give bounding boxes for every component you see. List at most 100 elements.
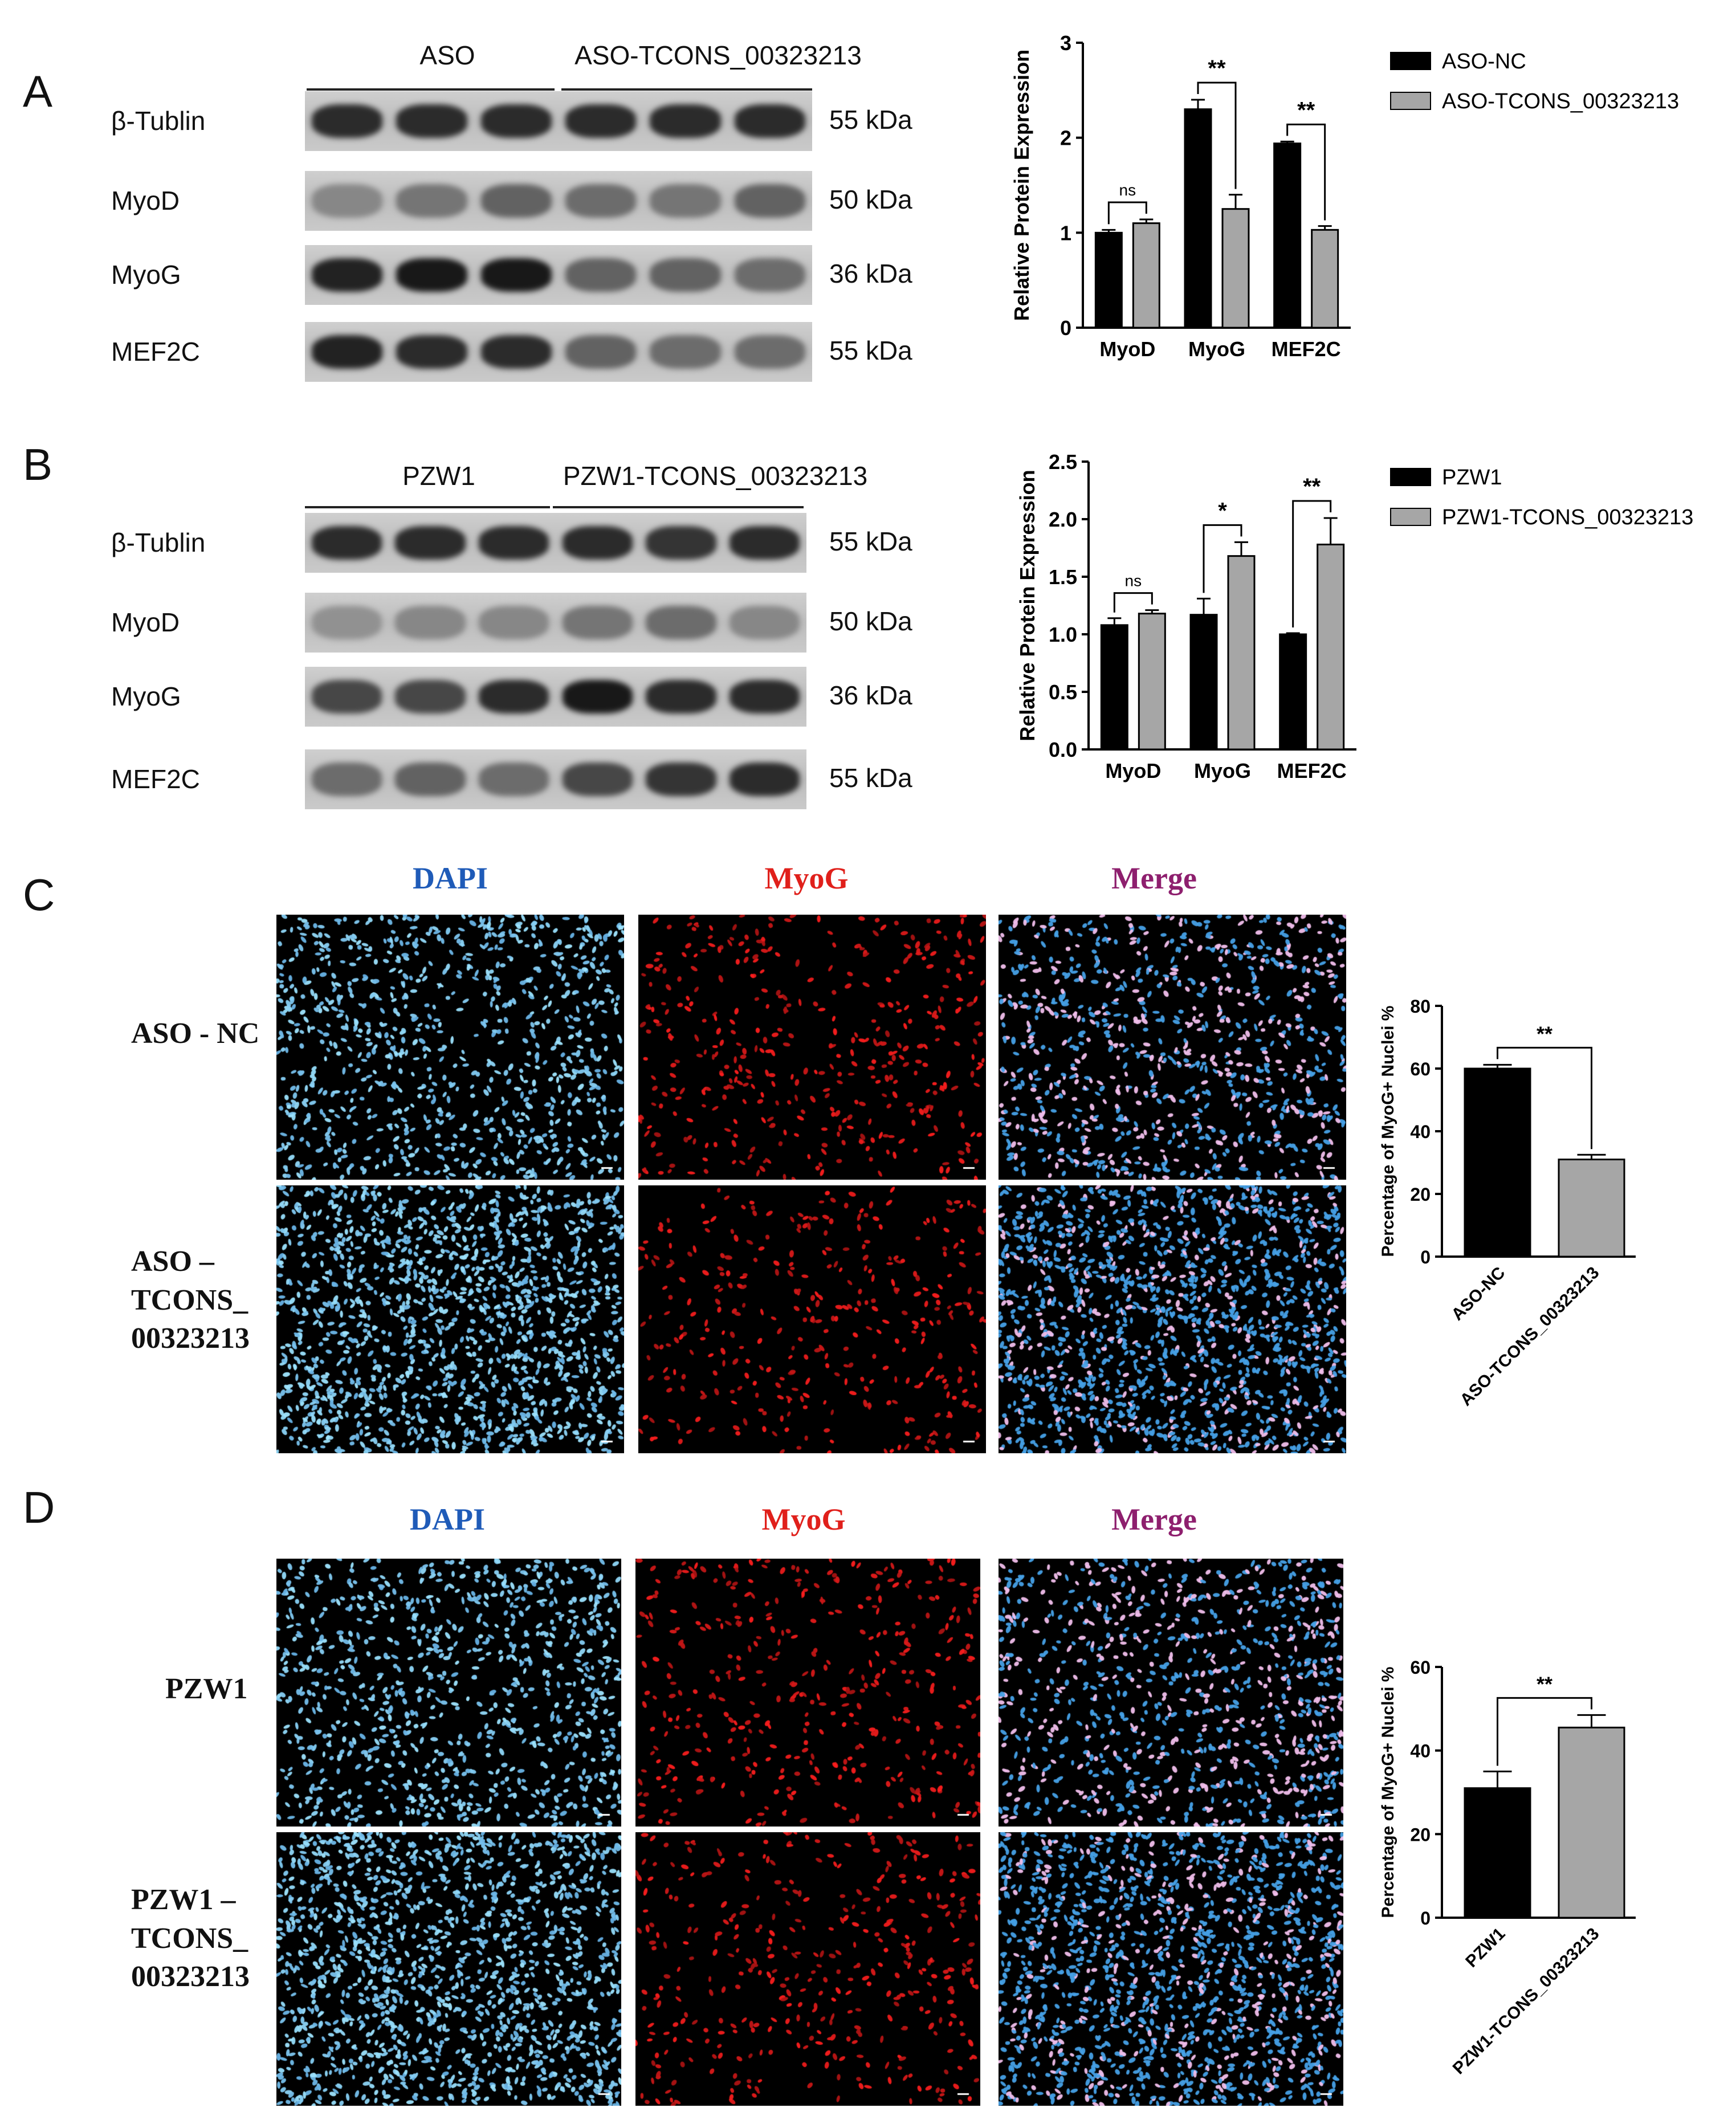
x-tick-label: MEF2C: [1277, 759, 1347, 782]
blot-band: [734, 104, 806, 138]
micrograph-d-pzw1-myog: [635, 1559, 980, 1827]
header-myog: MyoG: [764, 861, 849, 895]
significance-label: *: [1218, 498, 1227, 523]
blot-group-label-aso-tcons: ASO-TCONS_00323213: [574, 40, 862, 70]
header-myog: MyoG: [761, 1502, 846, 1536]
bar: [1094, 231, 1123, 329]
row-label-aso-nc: ASO - NC: [131, 1017, 260, 1050]
blot-band: [395, 526, 466, 560]
blot-band: [562, 680, 633, 714]
y-tick-label: 20: [1410, 1824, 1431, 1845]
micrograph-canvas: [276, 1185, 624, 1453]
micrograph-canvas: [276, 1559, 621, 1827]
blot-band: [734, 258, 806, 292]
blot-strip: [305, 171, 812, 231]
micrograph-d-pzw1-merge: [999, 1559, 1343, 1827]
header-merge: Merge: [1111, 861, 1197, 895]
y-axis-label: Percentage of MyoG+ Nuclei %: [1379, 1006, 1397, 1257]
blot-group-line: [553, 506, 804, 508]
legend-swatch: [1390, 52, 1431, 70]
blot-strip: [305, 91, 812, 151]
bar: [1184, 108, 1212, 329]
header-dapi: DAPI: [413, 861, 488, 895]
micrograph-d-tcons-merge: [999, 1832, 1343, 2106]
y-tick-label: 60: [1410, 1059, 1431, 1079]
legend-swatch: [1390, 508, 1431, 526]
blot-band: [480, 335, 552, 369]
y-tick-label: 80: [1410, 996, 1431, 1017]
blot-band: [734, 184, 806, 218]
blot-band: [480, 258, 552, 292]
y-tick-label: 3: [1060, 31, 1071, 55]
significance-label: ns: [1119, 181, 1136, 199]
x-tick-label: MyoD: [1105, 759, 1161, 782]
row-label-pzw1: PZW1: [165, 1673, 248, 1705]
blot-band: [646, 763, 716, 796]
blot-label: MyoG: [111, 681, 181, 711]
panel-letter-d: D: [23, 1482, 55, 1532]
legend-label: PZW1-TCONS_00323213: [1442, 505, 1693, 529]
bar-chart-b: 0.0 0.5 1.0 1.5 2.0 2.5 Relative Protein Expre…: [1016, 450, 1693, 782]
legend-swatch: [1390, 92, 1431, 110]
micrograph-c-nc-merge: [999, 915, 1346, 1180]
header-dapi: DAPI: [410, 1502, 485, 1536]
blot-group-line: [305, 506, 550, 508]
blot-kda-label: 55 kDa: [829, 335, 912, 365]
blot-band: [311, 104, 383, 138]
blot-band: [311, 184, 383, 218]
x-tick-label: MyoD: [1099, 337, 1155, 361]
micrograph-canvas: [999, 915, 1346, 1180]
bar: [1273, 142, 1302, 329]
bar: [1464, 1067, 1531, 1258]
blot-band: [311, 606, 382, 639]
blot-band: [730, 606, 800, 639]
blot-group-label-aso: ASO: [419, 40, 475, 70]
y-tick-label: 1.0: [1049, 623, 1077, 646]
micrograph-canvas: [635, 1832, 980, 2106]
y-tick-label: 40: [1410, 1122, 1431, 1142]
blot-band: [730, 763, 800, 796]
row-label-aso-tcons: ASO – TCONS_ 00323213: [131, 1245, 250, 1355]
bar-chart-c: 0 20 40 60 80 Percentage of MyoG+ Nuclei % ASO…: [1379, 996, 1636, 1409]
significance-label: **: [1303, 474, 1321, 499]
micrograph-d-pzw1-dapi: [276, 1559, 621, 1827]
legend-label: ASO-NC: [1442, 50, 1526, 74]
micrograph-canvas: [638, 1185, 986, 1453]
x-tick-label: MyoG: [1194, 759, 1251, 782]
blot-band: [646, 606, 716, 639]
blot-strip: [305, 749, 806, 809]
bar: [1279, 633, 1307, 751]
y-tick-label: 2.0: [1049, 508, 1077, 531]
micrograph-d-tcons-dapi: [276, 1832, 621, 2106]
micrograph-d-tcons-myog: [635, 1832, 980, 2106]
y-tick-label: 2: [1060, 127, 1071, 150]
blot-band: [395, 606, 466, 639]
legend-label: PZW1: [1442, 466, 1502, 490]
y-axis-label: Relative Protein Expression: [1016, 470, 1039, 741]
blot-strip: [305, 667, 806, 727]
blot-label: MEF2C: [111, 336, 200, 366]
micrograph-canvas: [276, 915, 624, 1180]
y-tick-label: 2.5: [1049, 450, 1077, 474]
micrograph-canvas: [635, 1559, 980, 1827]
significance-bracket: [1286, 123, 1326, 221]
blot-band: [479, 606, 549, 639]
blot-band: [311, 680, 382, 714]
x-tick-label: ASO-NC: [1448, 1263, 1509, 1324]
micrograph-c-tcons-merge: [999, 1185, 1346, 1453]
blot-band: [565, 104, 637, 138]
x-tick-label: PZW1: [1462, 1925, 1509, 1971]
blot-band: [650, 184, 721, 218]
blot-band: [395, 763, 466, 796]
micrograph-canvas: [638, 915, 986, 1180]
significance-bracket: [1497, 1697, 1592, 1766]
blot-strip: [305, 513, 806, 573]
x-tick-label: MEF2C: [1272, 337, 1341, 361]
bar: [1138, 613, 1166, 751]
panel-letter-b: B: [23, 439, 53, 490]
blot-band: [480, 104, 552, 138]
bar: [1227, 555, 1256, 751]
blot-group-line: [561, 88, 812, 91]
row-label-pzw1-tcons: PZW1 – TCONS_ 00323213: [131, 1884, 250, 1993]
